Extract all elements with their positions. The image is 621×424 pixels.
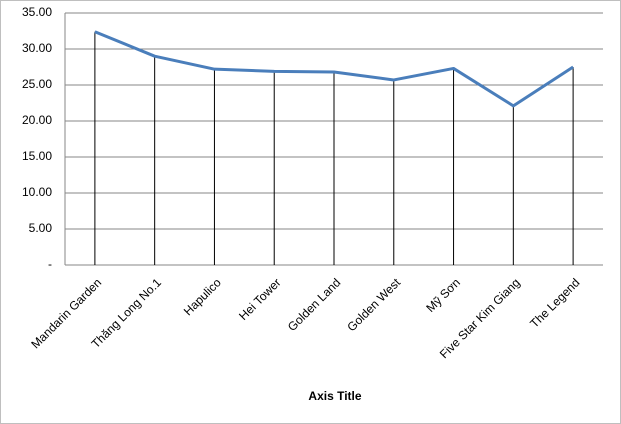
y-tick-label: 20.00 — [22, 113, 52, 127]
y-tick-label: 10.00 — [22, 185, 52, 199]
y-tick-label: 5.00 — [29, 221, 53, 235]
y-tick-label: - — [48, 257, 52, 271]
data-line — [94, 30, 574, 108]
y-tick-label: 35.00 — [22, 5, 52, 19]
y-tick-label: 25.00 — [22, 77, 52, 91]
y-tick-label: 15.00 — [22, 149, 52, 163]
y-tick-label: 30.00 — [22, 41, 52, 55]
x-axis-title: Axis Title — [308, 389, 361, 403]
